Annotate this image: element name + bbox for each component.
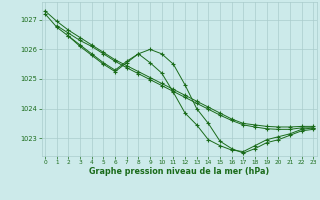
X-axis label: Graphe pression niveau de la mer (hPa): Graphe pression niveau de la mer (hPa) xyxy=(89,167,269,176)
